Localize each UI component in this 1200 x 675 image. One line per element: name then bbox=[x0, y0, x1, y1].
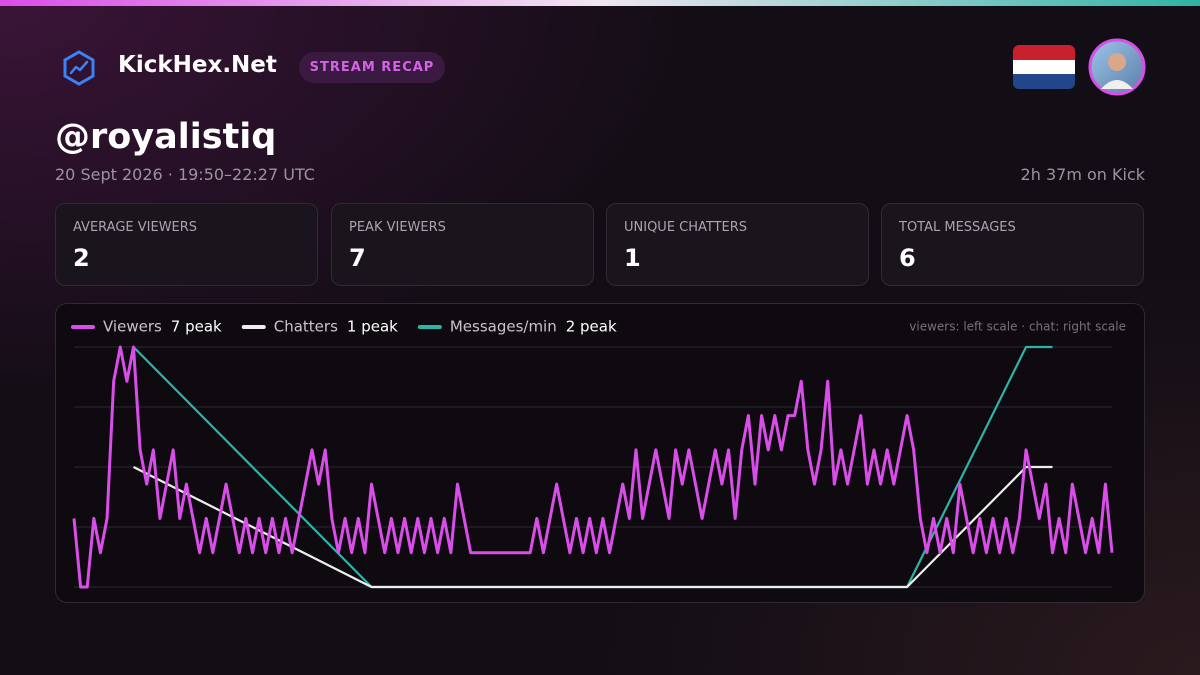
stream-duration: 2h 37m on Kick bbox=[1020, 165, 1145, 184]
stat-value: 7 bbox=[349, 244, 366, 272]
chart-panel bbox=[55, 303, 1145, 603]
stat-label: AVERAGE VIEWERS bbox=[73, 220, 198, 235]
stat-label: UNIQUE CHATTERS bbox=[624, 220, 748, 235]
flag bbox=[1013, 45, 1075, 89]
legend-note: viewers: left scale · chat: right scale bbox=[909, 320, 1126, 334]
brand: KickHex.Net bbox=[118, 52, 277, 78]
avatar bbox=[1088, 38, 1146, 96]
stat-card: AVERAGE VIEWERS 2 bbox=[55, 203, 318, 286]
accent-bar bbox=[0, 0, 1200, 6]
legend-peak: 7 peak bbox=[171, 318, 222, 336]
badge: STREAM RECAP bbox=[299, 52, 445, 83]
stat-value: 1 bbox=[624, 244, 641, 272]
stat-label: PEAK VIEWERS bbox=[349, 220, 446, 235]
stat-value: 6 bbox=[899, 244, 916, 272]
legend-label: Viewers bbox=[103, 318, 162, 336]
legend-peak: 1 peak bbox=[347, 318, 398, 336]
series-line bbox=[72, 345, 1114, 589]
stat-label: TOTAL MESSAGES bbox=[899, 220, 1016, 235]
stat-value: 2 bbox=[73, 244, 90, 272]
channel-name: @royalistiq bbox=[55, 117, 277, 157]
stat-card: UNIQUE CHATTERS 1 bbox=[606, 203, 869, 286]
stream-date: 20 Sept 2026 · 19:50–22:27 UTC bbox=[55, 165, 315, 184]
stat-card: PEAK VIEWERS 7 bbox=[331, 203, 594, 286]
legend-label: Chatters bbox=[274, 318, 338, 336]
logo bbox=[63, 50, 95, 86]
stat-card: TOTAL MESSAGES 6 bbox=[881, 203, 1144, 286]
legend-label: Messages/min bbox=[450, 318, 557, 336]
legend-peak: 2 peak bbox=[566, 318, 617, 336]
